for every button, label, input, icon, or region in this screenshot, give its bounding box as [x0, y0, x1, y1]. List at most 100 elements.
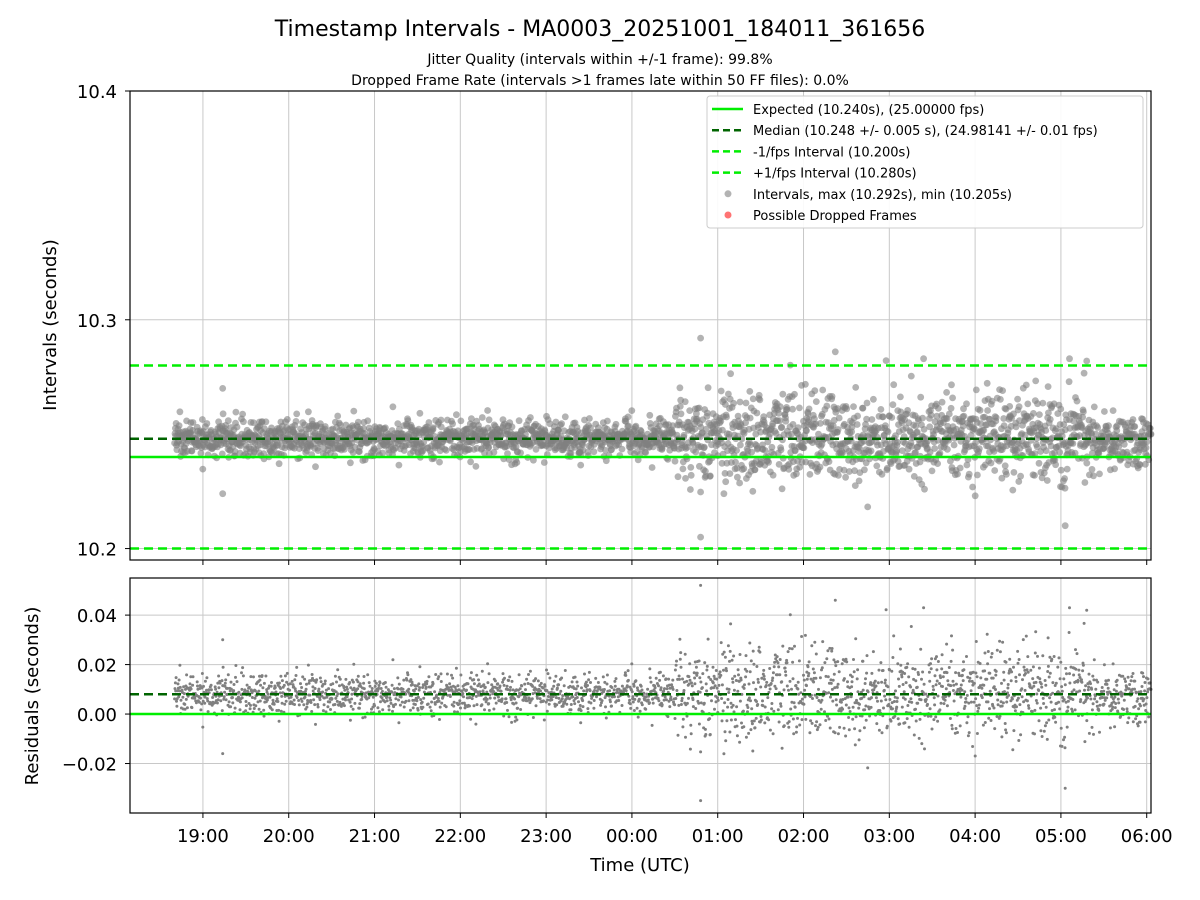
interval-point [775, 461, 783, 468]
residual-point [605, 682, 609, 686]
interval-point [646, 411, 654, 419]
residual-point [407, 699, 411, 703]
residual-point [305, 705, 309, 709]
residual-point [866, 690, 870, 694]
residual-point [613, 684, 617, 688]
residual-point [942, 702, 946, 706]
residual-point [839, 700, 843, 704]
interval-point [884, 428, 892, 436]
residual-point [311, 689, 315, 693]
interval-point [965, 470, 973, 478]
residual-point [953, 692, 957, 696]
residual-point [1021, 638, 1025, 642]
residual-point [904, 681, 908, 685]
residual-point [378, 681, 382, 685]
interval-point [693, 410, 700, 418]
interval-point [1105, 422, 1112, 430]
residual-point [806, 674, 810, 678]
residual-point [1035, 692, 1039, 696]
residual-point [813, 640, 817, 644]
residual-point [671, 678, 675, 682]
residual-point [193, 696, 197, 700]
interval-point [314, 447, 322, 454]
residual-point [884, 608, 888, 612]
residual-point [852, 658, 855, 661]
residual-point [809, 719, 813, 723]
interval-point [984, 407, 991, 414]
residual-point [755, 700, 758, 703]
residual-point [905, 717, 909, 721]
residual-point [257, 689, 261, 693]
residual-point [780, 746, 784, 750]
interval-point [943, 389, 950, 396]
residual-point [680, 699, 684, 703]
residual-point [380, 696, 384, 700]
residual-point [1037, 719, 1041, 723]
interval-point [816, 463, 824, 471]
residual-point [492, 690, 496, 693]
residual-point [968, 679, 971, 683]
interval-point [478, 414, 486, 421]
residual-point [552, 679, 556, 683]
residual-point [788, 679, 792, 683]
interval-point [176, 408, 184, 416]
residual-point [256, 700, 260, 704]
residual-point [300, 686, 304, 689]
residual-point [477, 682, 481, 686]
residual-point [734, 679, 738, 682]
interval-outlier-point [219, 385, 227, 392]
residual-point [835, 703, 839, 707]
residual-point [673, 703, 677, 707]
residual-point [894, 709, 898, 713]
residual-point [460, 689, 464, 693]
residual-point [671, 687, 675, 691]
interval-point [726, 470, 734, 477]
interval-point [334, 412, 342, 420]
residual-point [677, 703, 681, 707]
residual-point [762, 677, 766, 681]
residual-point [885, 724, 889, 728]
residual-point [965, 693, 969, 697]
residual-point [971, 670, 975, 674]
residual-point [586, 684, 589, 687]
residual-point [539, 681, 543, 685]
chart-subtitle-jitter: Jitter Quality (intervals within +/-1 fr… [426, 52, 772, 68]
residual-point [983, 669, 987, 673]
residual-point [691, 698, 695, 702]
interval-point [530, 456, 537, 464]
interval-point [587, 424, 594, 432]
residual-point [1021, 678, 1024, 682]
residual-point [988, 707, 991, 711]
residual-point [455, 689, 459, 693]
chart-subtitle-dropped: Dropped Frame Rate (intervals >1 frames … [351, 73, 849, 89]
residual-point [469, 671, 473, 675]
residual-point [1000, 735, 1004, 739]
residual-point [965, 655, 968, 658]
residual-point [356, 674, 360, 678]
residual-point [223, 684, 227, 688]
residual-point [174, 676, 178, 680]
residual-point [321, 709, 325, 713]
residual-point [1033, 708, 1037, 712]
interval-point [1143, 438, 1151, 446]
residual-point [863, 708, 867, 712]
residual-point [994, 669, 998, 673]
residual-point [667, 699, 671, 703]
interval-point [558, 420, 565, 428]
interval-point [618, 445, 626, 453]
residual-point [507, 679, 511, 682]
residual-point [807, 660, 811, 664]
residual-point [1024, 634, 1028, 638]
residual-point [452, 700, 456, 704]
interval-point [948, 381, 955, 389]
residual-point [608, 700, 612, 704]
interval-point [805, 405, 813, 413]
residual-point [856, 668, 860, 672]
residual-point [608, 689, 612, 693]
interval-point [1052, 461, 1059, 469]
residual-point [940, 667, 944, 671]
residual-point [485, 690, 489, 694]
interval-point [742, 419, 749, 427]
residual-point [610, 704, 613, 708]
residual-point [684, 735, 687, 739]
